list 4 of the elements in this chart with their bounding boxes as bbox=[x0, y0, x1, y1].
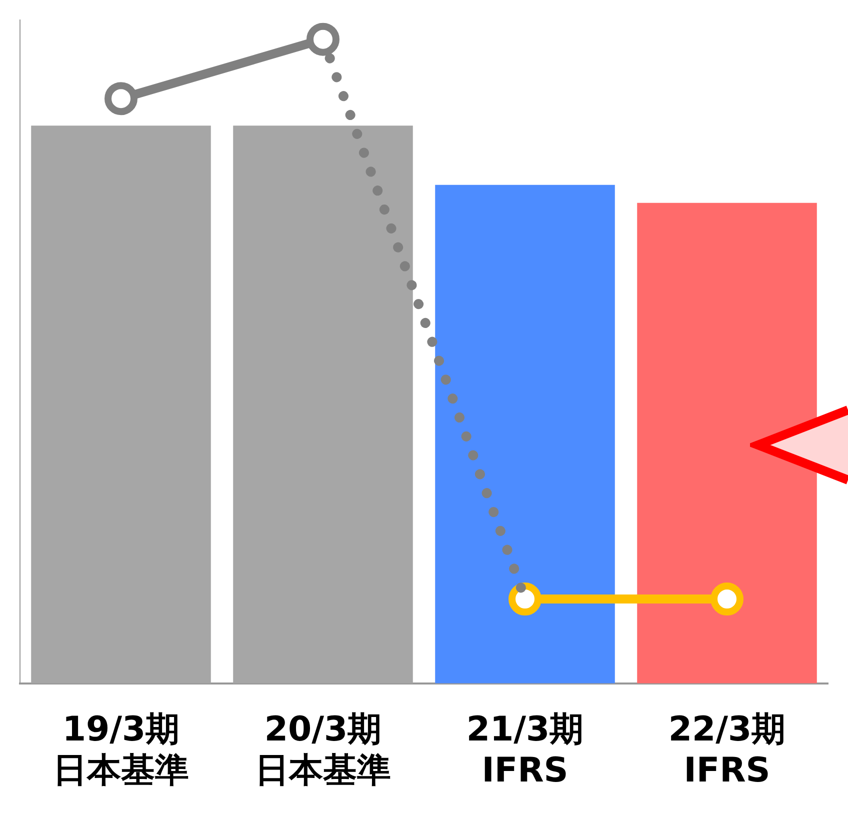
x-tick-label: 20/3期日本基準 bbox=[255, 710, 391, 790]
x-tick-label: 21/3期IFRS bbox=[466, 710, 584, 790]
x-tick-label: 22/3期IFRS bbox=[668, 710, 786, 790]
x-tick-label: 19/3期日本基準 bbox=[53, 710, 189, 790]
